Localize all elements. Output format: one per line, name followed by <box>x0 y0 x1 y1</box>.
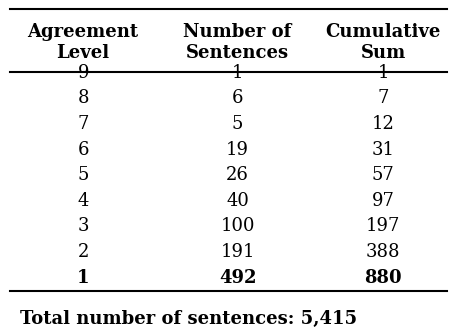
Text: 40: 40 <box>226 192 249 210</box>
Text: 7: 7 <box>77 115 89 133</box>
Text: 6: 6 <box>232 89 243 108</box>
Text: 31: 31 <box>371 141 394 159</box>
Text: 97: 97 <box>371 192 394 210</box>
Text: 19: 19 <box>226 141 249 159</box>
Text: 191: 191 <box>220 243 255 261</box>
Text: 1: 1 <box>232 64 243 82</box>
Text: Cumulative
Sum: Cumulative Sum <box>325 23 441 62</box>
Text: Number of
Sentences: Number of Sentences <box>184 23 292 62</box>
Text: 3: 3 <box>77 217 89 236</box>
Text: 5: 5 <box>77 166 89 184</box>
Text: 8: 8 <box>77 89 89 108</box>
Text: 5: 5 <box>232 115 243 133</box>
Text: 197: 197 <box>366 217 400 236</box>
Text: 9: 9 <box>77 64 89 82</box>
Text: 6: 6 <box>77 141 89 159</box>
Text: 7: 7 <box>377 89 389 108</box>
Text: Agreement
Level: Agreement Level <box>27 23 139 62</box>
Text: 2: 2 <box>77 243 89 261</box>
Text: 57: 57 <box>371 166 394 184</box>
Text: 100: 100 <box>220 217 255 236</box>
Text: Total number of sentences: 5,415: Total number of sentences: 5,415 <box>20 310 357 328</box>
Text: 4: 4 <box>77 192 89 210</box>
Text: 1: 1 <box>77 269 89 287</box>
Text: 12: 12 <box>371 115 394 133</box>
Text: 388: 388 <box>366 243 400 261</box>
Text: 492: 492 <box>219 269 256 287</box>
Text: 1: 1 <box>377 64 389 82</box>
Text: 26: 26 <box>226 166 249 184</box>
Text: 880: 880 <box>364 269 402 287</box>
